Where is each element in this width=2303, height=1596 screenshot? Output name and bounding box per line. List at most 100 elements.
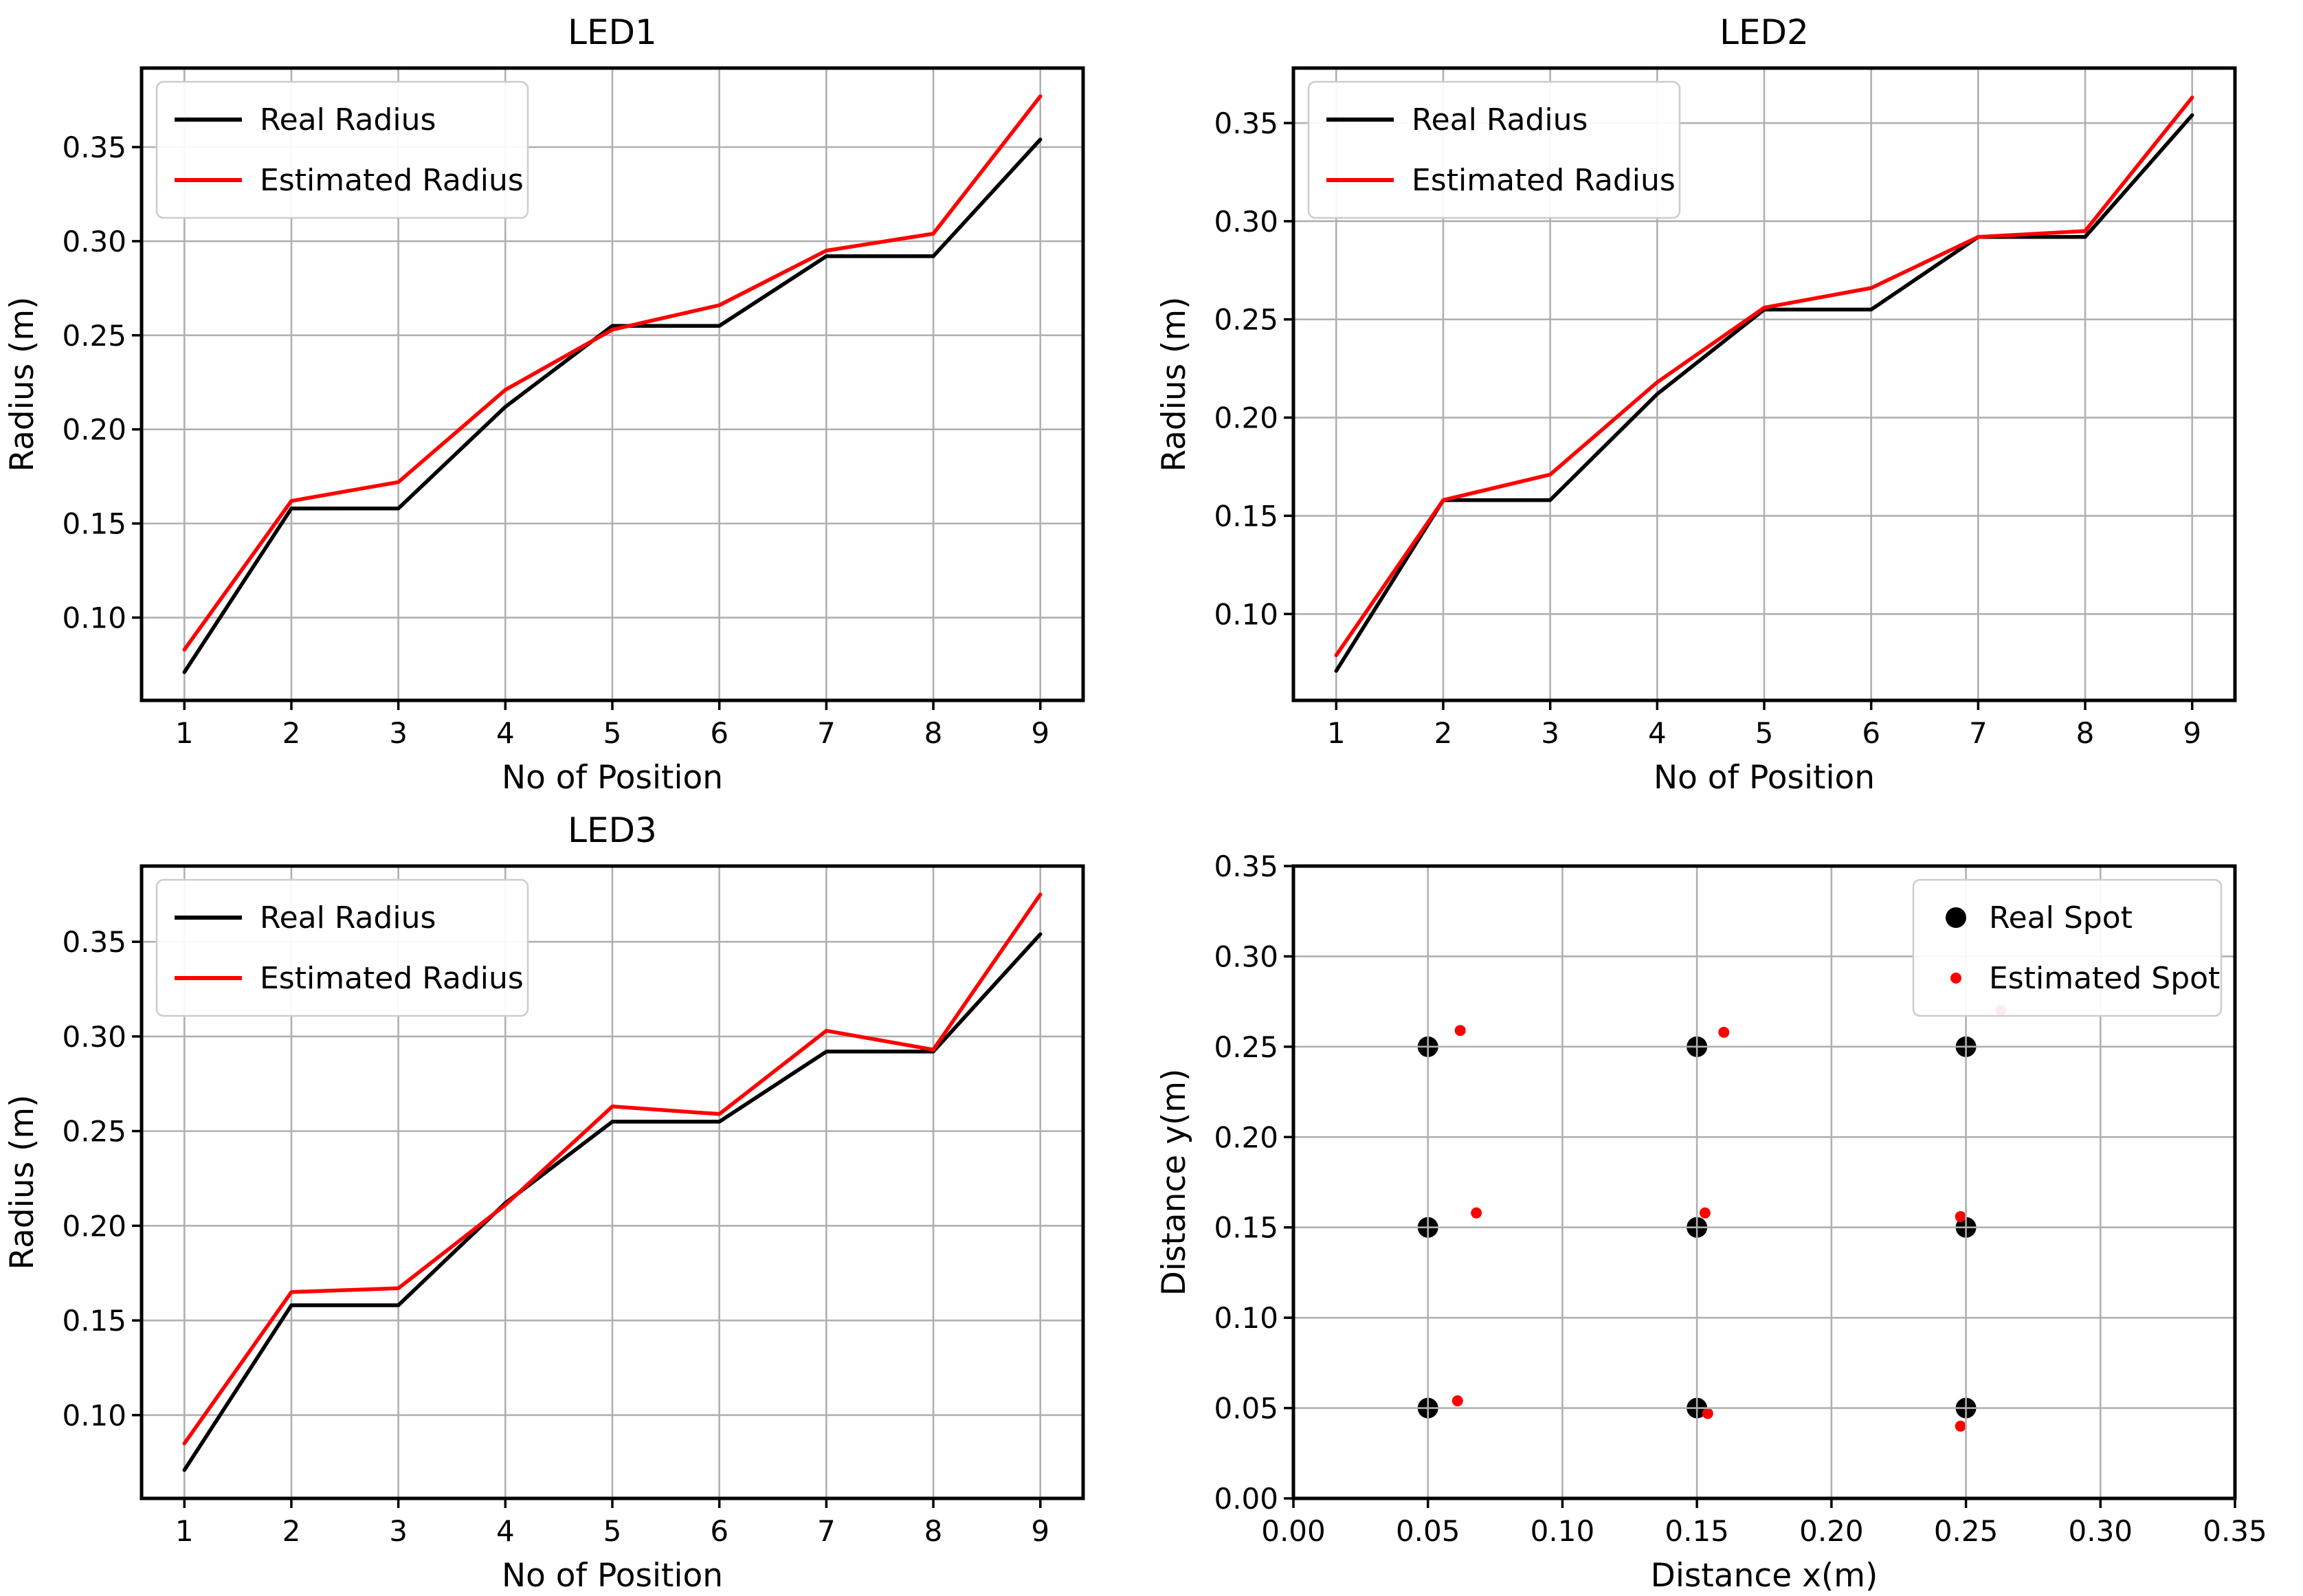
x-tick-label: 0.00 (1261, 1514, 1326, 1548)
y-tick-label: 0.25 (62, 319, 126, 353)
x-tick-label: 6 (1862, 716, 1880, 750)
legend-label-real-radius: Real Radius (260, 900, 436, 935)
legend-box (1307, 80, 1680, 219)
legend-box (155, 878, 529, 1017)
x-tick-label: 9 (2183, 716, 2201, 750)
x-tick-label: 6 (710, 1514, 728, 1548)
legend-label-estimated-radius: Estimated Radius (260, 163, 524, 198)
x-tick-label: 4 (1647, 716, 1666, 750)
x-tick-label: 5 (603, 1514, 622, 1548)
y-axis-label: Radius (m) (3, 1095, 41, 1270)
y-tick-label: 0.25 (62, 1115, 126, 1149)
legend-label-estimated-spot: Estimated Spot (1989, 961, 2220, 996)
x-tick-label: 0.05 (1395, 1514, 1460, 1548)
x-tick-label: 1 (1326, 716, 1345, 750)
y-tick-label: 0.20 (1214, 401, 1278, 435)
x-tick-label: 0.20 (1799, 1514, 1864, 1548)
marker-estimated-spot (1470, 1207, 1482, 1219)
x-tick-label: 0.30 (2068, 1514, 2133, 1548)
series-line-real-radius (182, 932, 1043, 1472)
legend: Real Radius Estimated Radius (1307, 80, 1680, 219)
x-tick-label: 4 (496, 1514, 515, 1548)
y-axis-label: Radius (m) (3, 297, 41, 472)
y-tick-label: 0.10 (1214, 597, 1278, 631)
legend-label-real-radius: Real Radius (1412, 102, 1588, 137)
marker-estimated-spot (1717, 1026, 1729, 1038)
x-tick-label: 7 (817, 1514, 836, 1548)
x-tick-label: 5 (603, 716, 622, 750)
legend-label-real-radius: Real Radius (260, 102, 436, 137)
series-line-estimated-radius (182, 94, 1043, 652)
x-tick-label: 3 (389, 1514, 408, 1548)
y-tick-label: 0.10 (62, 1399, 126, 1432)
y-tick-label: 0.25 (1214, 303, 1278, 337)
gridlines (142, 68, 1083, 700)
marker-estimated-spot (1702, 1408, 1713, 1419)
y-tick-label: 0.35 (1214, 850, 1278, 883)
plot-series (182, 892, 1043, 1472)
chart-title: LED2 (1720, 12, 1809, 52)
x-tick-label: 0.10 (1530, 1514, 1594, 1548)
x-tick-label: 8 (2076, 716, 2094, 750)
plot-series (182, 94, 1043, 674)
axes-spines (140, 66, 1085, 702)
marker-estimated-spot (1955, 1210, 1966, 1222)
chart-title: LED3 (568, 810, 657, 850)
y-tick-label: 0.35 (62, 925, 126, 959)
x-tick-label: 0.35 (2203, 1514, 2267, 1548)
y-tick-label: 0.10 (1214, 1301, 1278, 1335)
x-tick-label: 8 (924, 1514, 943, 1548)
x-tick-label: 1 (175, 1514, 194, 1548)
x-tick-label: 8 (924, 716, 943, 750)
legend-marker-sample-estimated-spot (1950, 973, 1961, 984)
chart-led2: 1 2 3 4 5 6 7 8 9 0.10 0.15 0.20 0.25 0.30 0.35 LED2 No … (1152, 0, 2303, 798)
x-tick-label: 2 (1434, 716, 1452, 750)
x-axis-label: Distance x(m) (1650, 1557, 1878, 1595)
y-tick-label: 0.15 (1214, 499, 1278, 533)
marker-estimated-spot (1451, 1395, 1463, 1407)
plot-svg: 1 2 3 4 5 6 7 8 9 0.10 0.15 0.20 0.25 0.30 0.35 LED1 No … (3, 12, 1085, 797)
x-tick-label: 3 (1541, 716, 1559, 750)
y-tick-label: 0.30 (62, 1020, 126, 1054)
y-tick-label: 0.35 (62, 131, 126, 164)
legend-label-estimated-radius: Estimated Radius (1412, 163, 1676, 198)
legend-label-real-spot: Real Spot (1989, 900, 2133, 935)
x-tick-label: 9 (1031, 716, 1049, 750)
plot-svg: 0.00 0.05 0.10 0.15 0.20 0.25 0.30 0.35 0.00 0.05… (1155, 850, 2267, 1595)
marker-estimated-spot (1699, 1207, 1711, 1219)
x-axis-label: No of Position (502, 759, 723, 797)
plot-svg: 1 2 3 4 5 6 7 8 9 0.10 0.15 0.20 0.25 0.30 0.35 LED3 No … (3, 810, 1085, 1595)
axes-spines (140, 864, 1085, 1500)
x-tick-label: 2 (282, 1514, 301, 1548)
y-tick-label: 0.30 (1214, 940, 1278, 973)
x-tick-label: 7 (817, 716, 836, 750)
series-line-estimated-radius (1334, 96, 2194, 658)
legend: Real Radius Estimated Radius (155, 878, 529, 1017)
y-tick-label: 0.25 (1214, 1030, 1278, 1064)
legend-marker-sample-real-spot (1945, 907, 1966, 928)
y-tick-label: 0.15 (1214, 1211, 1278, 1245)
axes-spines (1291, 66, 2236, 702)
x-tick-label: 9 (1031, 1514, 1049, 1548)
x-tick-label: 7 (1968, 716, 1987, 750)
series-line-real-radius (182, 137, 1043, 674)
axes-spines (1291, 864, 2236, 1500)
y-tick-label: 0.30 (62, 225, 126, 258)
y-tick-label: 0.15 (62, 507, 126, 541)
y-tick-label: 0.20 (1214, 1120, 1278, 1154)
y-axis-label: Radius (m) (1155, 297, 1193, 472)
plot-svg: 1 2 3 4 5 6 7 8 9 0.10 0.15 0.20 0.25 0.30 0.35 LED2 No … (1155, 12, 2236, 797)
legend-box (1912, 878, 2222, 1017)
marker-estimated-spot (1454, 1025, 1466, 1037)
x-tick-label: 6 (710, 716, 728, 750)
x-tick-label: 0.15 (1665, 1514, 1729, 1548)
chart-led1: 1 2 3 4 5 6 7 8 9 0.10 0.15 0.20 0.25 0.30 0.35 LED1 No … (0, 0, 1152, 798)
y-tick-label: 0.10 (62, 601, 126, 635)
y-tick-label: 0.30 (1214, 205, 1278, 239)
series-line-estimated-radius (182, 892, 1043, 1445)
legend: Real Radius Estimated Radius (155, 80, 529, 219)
chart-scatter: 0.00 0.05 0.10 0.15 0.20 0.25 0.30 0.35 0.00 0.05… (1152, 798, 2303, 1596)
y-tick-label: 0.20 (62, 413, 126, 447)
y-tick-label: 0.15 (62, 1304, 126, 1338)
